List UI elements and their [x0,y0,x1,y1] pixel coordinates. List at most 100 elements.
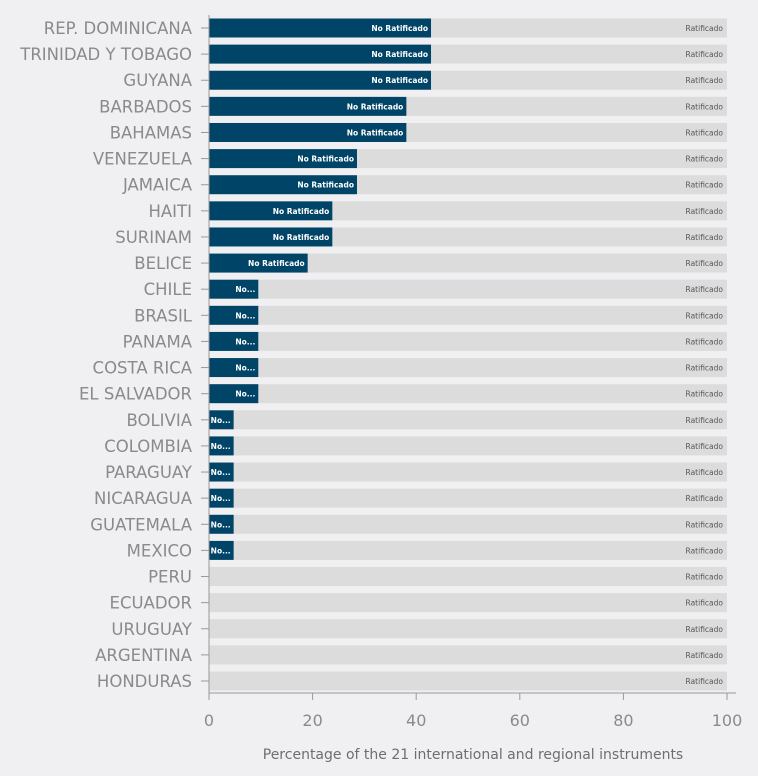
bar-ratificado [258,384,727,404]
data-label-ratificado: Ratificado [686,364,724,373]
data-label-no-ratificado: No... [235,390,255,399]
category-label: EL SALVADOR [79,385,192,404]
data-label-ratificado: Ratificado [686,24,724,33]
data-label-ratificado: Ratificado [686,285,724,294]
x-tick-label: 0 [204,711,214,730]
bar-ratificado [406,122,727,142]
data-label-no-ratificado: No Ratificado [371,76,428,85]
data-label-ratificado: Ratificado [686,573,724,582]
data-label-no-ratificado: No Ratificado [347,102,404,111]
bar-ratificado [431,70,727,90]
bar-no-ratificado [209,149,357,169]
data-label-ratificado: Ratificado [686,311,724,320]
bar-ratificado [233,488,727,508]
x-axis-title: Percentage of the 21 international and r… [263,747,683,763]
data-label-no-ratificado: No Ratificado [273,207,330,216]
bar-ratificado [307,253,727,273]
bar-ratificado [209,567,727,587]
bar-no-ratificado [209,462,234,482]
data-label-ratificado: Ratificado [686,390,724,399]
data-label-no-ratificado: No Ratificado [297,181,354,190]
category-label: BOLIVIA [126,411,192,430]
data-label-no-ratificado: No... [235,285,255,294]
category-label: PARAGUAY [105,463,193,482]
x-tick-label: 60 [510,711,530,730]
data-label-no-ratificado: No... [211,494,231,503]
bar-no-ratificado [209,201,333,221]
data-label-ratificado: Ratificado [686,128,724,137]
category-label: BARBADOS [99,97,192,116]
category-label: COSTA RICA [93,359,193,378]
bar-ratificado [233,462,727,482]
category-label: ECUADOR [110,594,192,613]
data-label-ratificado: Ratificado [686,494,724,503]
bar-ratificado [209,645,727,665]
data-label-no-ratificado: No... [211,520,231,529]
data-label-ratificado: Ratificado [686,442,724,451]
data-label-ratificado: Ratificado [686,76,724,85]
data-label-ratificado: Ratificado [686,546,724,555]
bar-ratificado [332,201,727,221]
x-tick-label: 100 [712,711,743,730]
bar-no-ratificado [209,488,234,508]
data-label-no-ratificado: No Ratificado [347,128,404,137]
category-label: PANAMA [123,332,193,351]
bar-ratificado [406,96,727,116]
bar-ratificado [258,358,727,378]
category-label: TRINIDAD Y TOBAGO [19,45,192,64]
data-label-no-ratificado: No Ratificado [371,24,428,33]
data-label-ratificado: Ratificado [686,416,724,425]
bar-ratificado [332,227,727,247]
data-label-ratificado: Ratificado [686,337,724,346]
bar-no-ratificado [209,122,407,142]
data-label-ratificado: Ratificado [686,102,724,111]
data-label-no-ratificado: No Ratificado [297,155,354,164]
bar-no-ratificado [209,44,432,64]
data-label-no-ratificado: No Ratificado [371,50,428,59]
category-label: BRASIL [134,306,193,325]
bar-no-ratificado [209,358,259,378]
x-tick-label: 40 [406,711,426,730]
category-label: GUATEMALA [90,515,192,534]
bar-ratificado [233,514,727,534]
bar-ratificado [209,671,727,691]
bar-ratificado [233,436,727,456]
data-label-ratificado: Ratificado [686,520,724,529]
data-label-no-ratificado: No... [211,416,231,425]
bar-no-ratificado [209,331,259,351]
data-label-no-ratificado: No... [211,546,231,555]
data-label-ratificado: Ratificado [686,651,724,660]
category-label: MEXICO [127,541,192,560]
data-label-no-ratificado: No Ratificado [248,259,305,268]
data-label-ratificado: Ratificado [686,155,724,164]
data-label-ratificado: Ratificado [686,468,724,477]
category-label: GUYANA [123,71,192,90]
bar-no-ratificado [209,175,357,195]
bar-ratificado [431,18,727,38]
data-label-no-ratificado: No... [235,364,255,373]
data-label-ratificado: Ratificado [686,599,724,608]
category-label: SURINAM [115,228,192,247]
category-label: VENEZUELA [93,150,193,169]
bar-ratificado [356,175,727,195]
data-label-ratificado: Ratificado [686,677,724,686]
category-label: REP. DOMINICANA [44,19,193,38]
category-label: HAITI [148,202,192,221]
data-label-no-ratificado: No... [235,337,255,346]
bar-no-ratificado [209,253,308,273]
category-label: COLOMBIA [104,437,193,456]
x-tick-label: 80 [613,711,633,730]
bar-ratificado [258,331,727,351]
category-label: PERU [148,568,192,587]
bar-no-ratificado [209,410,234,430]
data-label-ratificado: Ratificado [686,50,724,59]
bar-ratificado [233,410,727,430]
bar-ratificado [233,540,727,560]
x-tick-label: 20 [302,711,322,730]
bar-no-ratificado [209,96,407,116]
bar-ratificado [356,149,727,169]
data-label-ratificado: Ratificado [686,207,724,216]
bar-ratificado [209,619,727,639]
bar-ratificado [431,44,727,64]
